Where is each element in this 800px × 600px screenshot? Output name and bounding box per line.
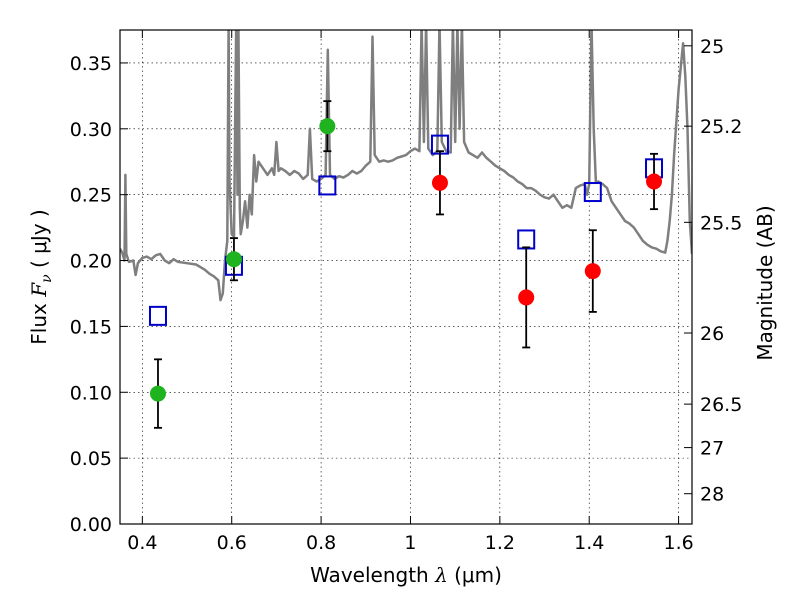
x-axis-label: Wavelength λ (μm) xyxy=(310,563,502,587)
model-spectrum-line xyxy=(120,30,692,302)
x-tick-label: 1.4 xyxy=(574,532,604,554)
red-data-point xyxy=(518,289,535,306)
y-tick-label: 0.25 xyxy=(70,185,112,207)
y2-tick-label: 26 xyxy=(700,323,724,345)
y-tick-label: 0.10 xyxy=(70,382,112,404)
y-axis-symbol: F xyxy=(27,282,51,298)
green-data-point xyxy=(225,251,242,268)
red-data-point xyxy=(584,263,601,280)
green-data-point xyxy=(149,385,166,402)
y2-tick-label: 25.2 xyxy=(700,116,742,138)
x-axis-symbol: λ xyxy=(434,563,448,587)
y2-tick-label: 28 xyxy=(700,484,724,506)
x-tick-label: 0.4 xyxy=(127,532,157,554)
axes-frame xyxy=(119,29,693,525)
axis-ticks: 0.4 0.6 0.8 1 1.2 1.4 1.6 0.00 0.05 0.10 0.15 0.20 0… xyxy=(70,30,742,554)
red-data-point xyxy=(646,173,663,190)
y-tick-label: 0.35 xyxy=(70,53,112,75)
x-tick-label: 0.6 xyxy=(217,532,247,554)
y-tick-label: 0.15 xyxy=(70,316,112,338)
y-tick-label: 0.05 xyxy=(70,448,112,470)
x-tick-label: 1 xyxy=(404,532,416,554)
model-flux-box xyxy=(517,229,536,250)
x-tick-label: 0.8 xyxy=(306,532,336,554)
y2-tick-label: 25.5 xyxy=(700,212,742,234)
model-flux-box xyxy=(583,182,602,203)
y2-axis-label: Magnitude (AB) xyxy=(753,205,777,360)
grid xyxy=(120,30,692,525)
y2-tick-label: 27 xyxy=(700,438,724,460)
y-tick-label: 0.20 xyxy=(70,251,112,273)
y-tick-label: 0.30 xyxy=(70,119,112,141)
y-tick-label: 0.00 xyxy=(70,514,112,536)
model-flux-box xyxy=(148,305,167,326)
y2-tick-label: 25 xyxy=(700,36,724,58)
y2-tick-label: 26.5 xyxy=(700,394,742,416)
y-axis-subscript: ν xyxy=(39,274,55,283)
plot-area xyxy=(120,30,692,429)
y-axis-label: Flux Fν ( μJy ) xyxy=(27,209,55,344)
x-tick-label: 1.6 xyxy=(663,532,693,554)
model-flux-box xyxy=(318,175,337,196)
x-tick-label: 1.2 xyxy=(485,532,515,554)
green-data-point xyxy=(319,118,336,135)
red-data-point xyxy=(431,174,448,191)
